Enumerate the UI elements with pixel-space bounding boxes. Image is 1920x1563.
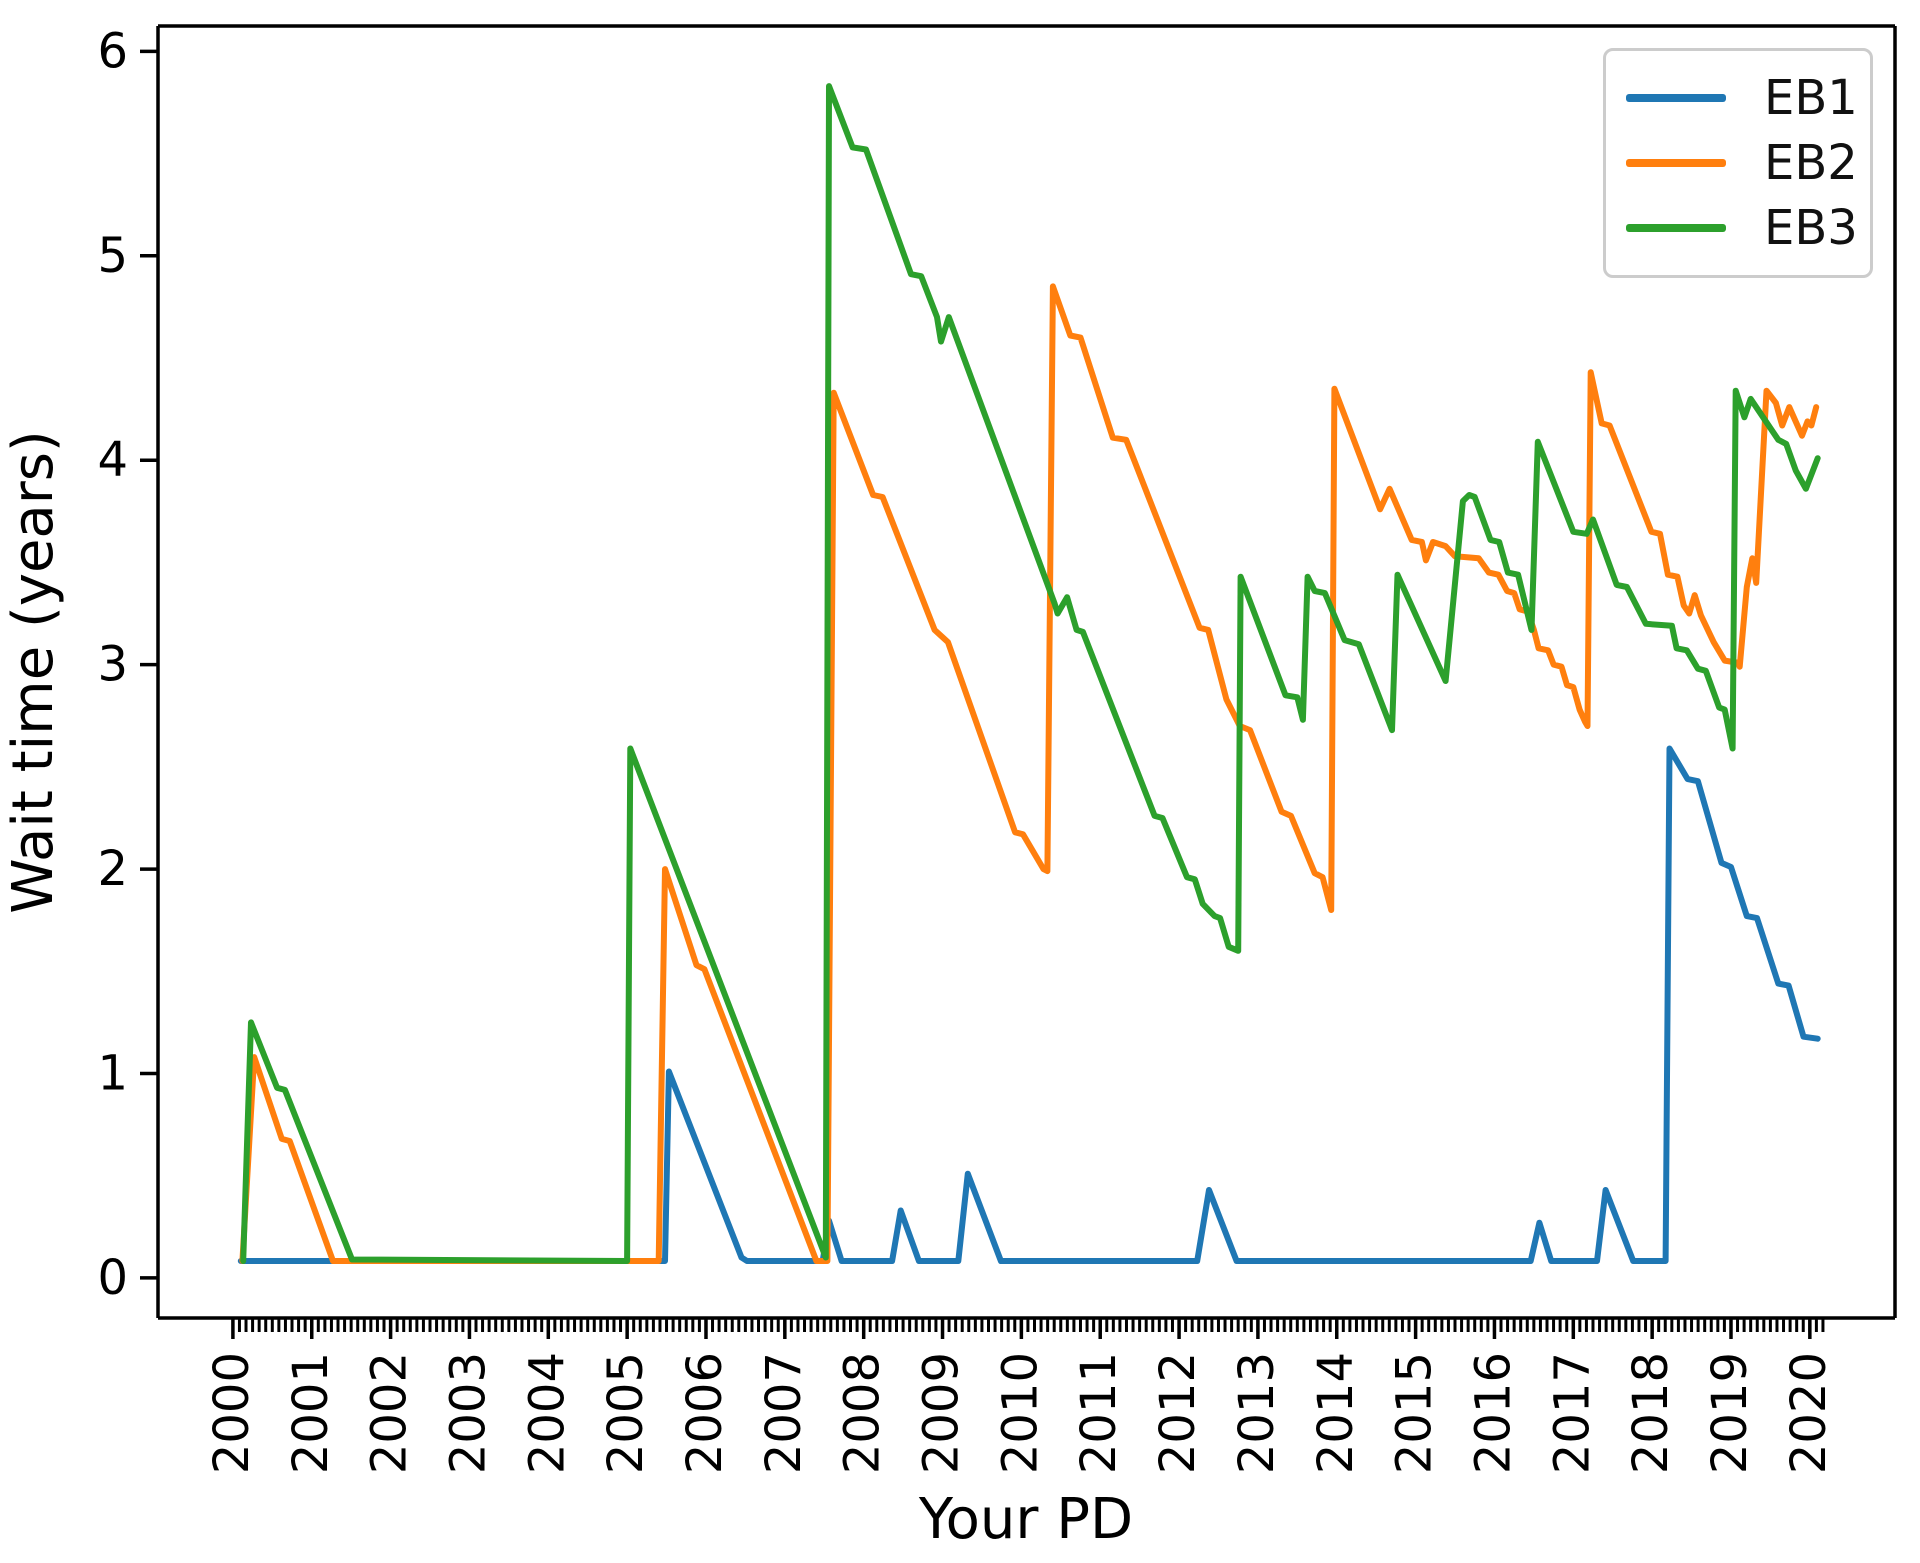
legend-item-eb1: EB1 bbox=[1626, 74, 1858, 122]
x-tick-label: 2006 bbox=[677, 1352, 733, 1474]
axis-tick-labels: 0 1 2 3 4 5 6 2000 2001 2002 2003 2004 2005 2006 2007 2… bbox=[97, 23, 1836, 1474]
y-axis-label: Wait time (years) bbox=[1, 430, 66, 914]
x-tick-label: 2014 bbox=[1308, 1352, 1364, 1474]
legend-label-eb2: EB2 bbox=[1764, 134, 1858, 191]
x-tick-label: 2020 bbox=[1781, 1352, 1837, 1474]
x-tick-label: 2016 bbox=[1465, 1352, 1521, 1474]
x-tick-label: 2015 bbox=[1387, 1352, 1443, 1474]
y-tick-label: 0 bbox=[97, 1250, 128, 1306]
axis-ticks bbox=[140, 49, 1825, 1339]
y-tick-label: 1 bbox=[97, 1046, 128, 1102]
x-tick-label: 2002 bbox=[362, 1352, 418, 1474]
x-tick-label: 2012 bbox=[1150, 1352, 1206, 1474]
y-tick-label: 3 bbox=[97, 637, 128, 693]
x-tick-label: 2005 bbox=[598, 1352, 654, 1474]
y-tick-label: 6 bbox=[97, 23, 128, 79]
x-tick-label: 2018 bbox=[1623, 1352, 1679, 1474]
x-tick-label: 2001 bbox=[283, 1352, 339, 1474]
x-tick-label: 2007 bbox=[756, 1352, 812, 1474]
y-tick-label: 4 bbox=[97, 432, 128, 488]
legend-label-eb1: EB1 bbox=[1764, 69, 1858, 126]
x-tick-label: 2003 bbox=[440, 1352, 496, 1474]
x-tick-label: 2019 bbox=[1702, 1352, 1758, 1474]
axes-spines bbox=[156, 24, 1897, 1320]
legend-label-eb3: EB3 bbox=[1764, 200, 1858, 257]
legend-item-eb3: EB3 bbox=[1626, 204, 1858, 252]
y-tick-label: 5 bbox=[97, 228, 128, 284]
x-tick-label: 2010 bbox=[992, 1352, 1048, 1474]
legend: EB1 EB2 EB3 bbox=[1603, 48, 1873, 278]
legend-item-eb2: EB2 bbox=[1626, 139, 1858, 187]
x-tick-label: 2017 bbox=[1544, 1352, 1600, 1474]
x-axis-label: Your PD bbox=[918, 1487, 1133, 1552]
x-tick-label: 2011 bbox=[1071, 1352, 1127, 1474]
x-tick-label: 2004 bbox=[519, 1352, 575, 1474]
x-tick-label: 2000 bbox=[204, 1352, 260, 1474]
x-tick-label: 2013 bbox=[1229, 1352, 1285, 1474]
series-line-eb1 bbox=[237, 745, 1821, 1264]
x-tick-label: 2008 bbox=[835, 1352, 891, 1474]
legend-line-swatch-eb2 bbox=[1626, 158, 1726, 167]
y-tick-label: 2 bbox=[97, 841, 128, 897]
series-line-eb2 bbox=[239, 283, 1820, 1264]
x-tick-label: 2009 bbox=[914, 1352, 970, 1474]
series-lines bbox=[237, 83, 1821, 1264]
series-line-eb3 bbox=[240, 83, 1821, 1264]
legend-line-swatch-eb3 bbox=[1626, 224, 1726, 233]
legend-line-swatch-eb1 bbox=[1626, 93, 1726, 102]
